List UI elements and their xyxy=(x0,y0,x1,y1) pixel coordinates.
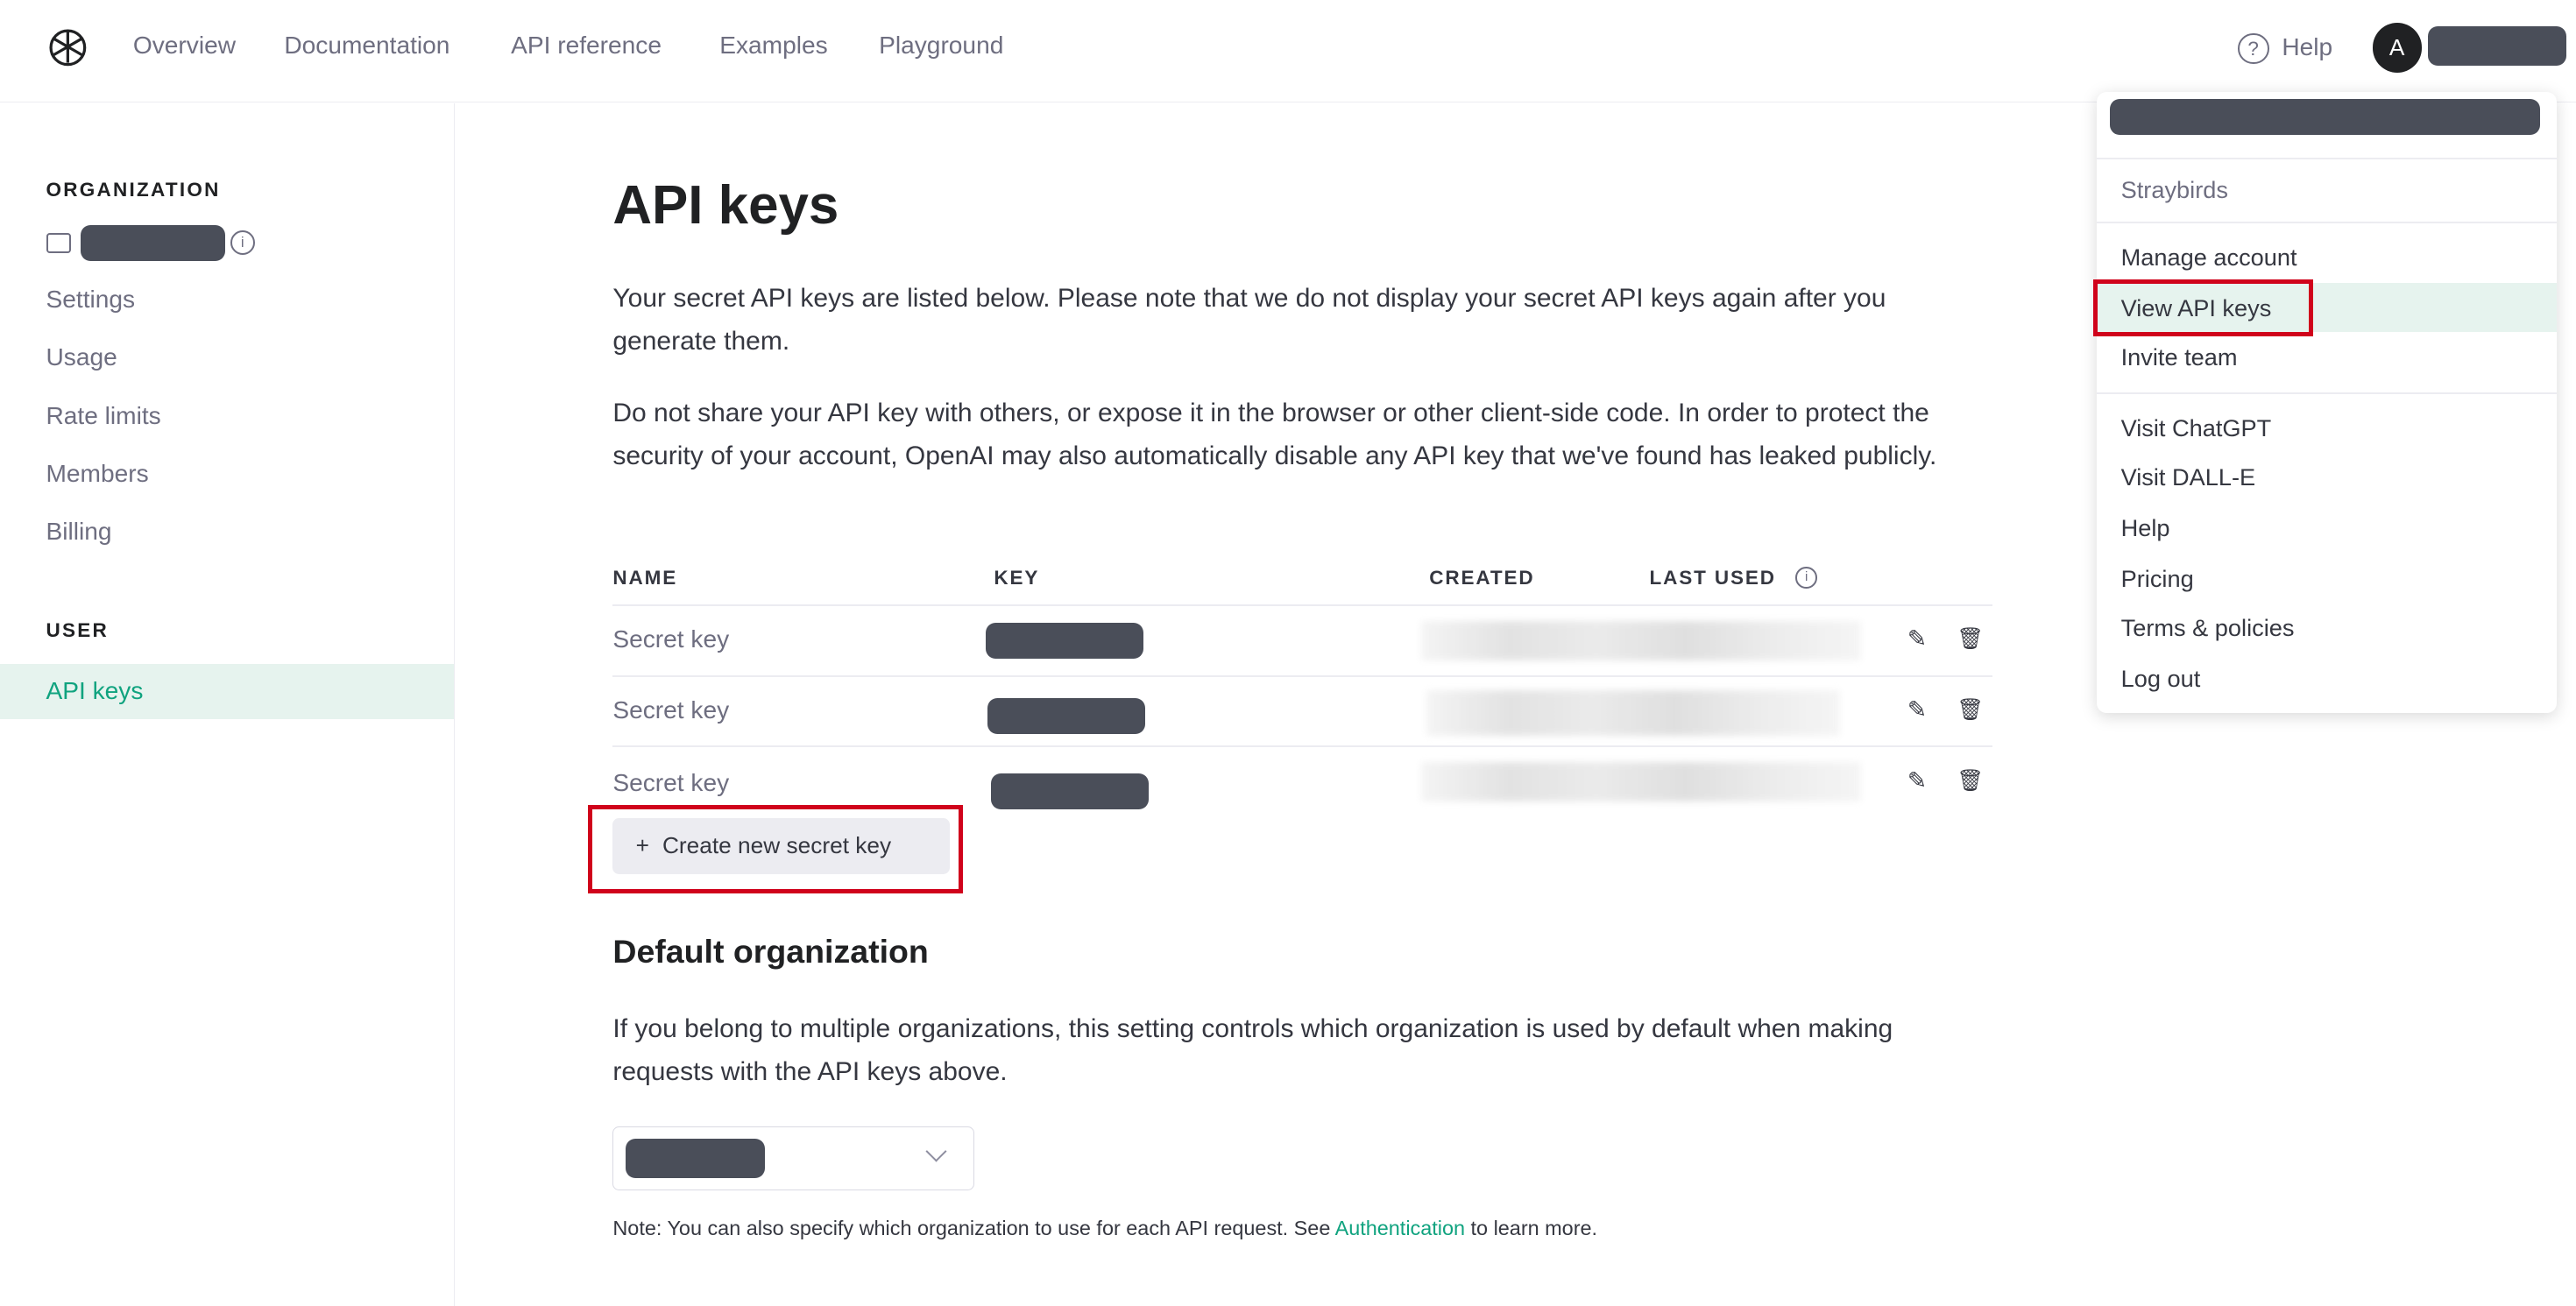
redacted-email xyxy=(2109,98,2540,135)
column-header-key: KEY xyxy=(994,566,1040,589)
default-org-title: Default organization xyxy=(612,933,929,970)
page-title: API keys xyxy=(612,174,839,236)
info-icon[interactable]: i xyxy=(1795,566,1817,589)
note-prefix: Note: You can also specify which organiz… xyxy=(612,1217,1335,1240)
sidebar-item-api-keys[interactable]: API keys xyxy=(0,663,454,720)
help-icon: ? xyxy=(2237,32,2269,65)
menu-view-api-keys[interactable]: View API keys xyxy=(2120,293,2272,321)
menu-log-out[interactable]: Log out xyxy=(2120,665,2201,693)
edit-icon[interactable]: ✎ xyxy=(1907,766,1927,794)
edit-icon[interactable]: ✎ xyxy=(1907,625,1927,653)
help-label: Help xyxy=(2282,32,2333,60)
briefcase-icon xyxy=(46,233,71,253)
trash-icon[interactable]: 🗑 xyxy=(1957,627,1985,652)
redacted-key xyxy=(990,773,1149,810)
edit-icon[interactable]: ✎ xyxy=(1907,696,1927,723)
nav-documentation[interactable]: Documentation xyxy=(284,31,450,59)
menu-invite-team[interactable]: Invite team xyxy=(2120,342,2238,371)
divider xyxy=(2096,158,2557,159)
chevron-down-icon xyxy=(925,1140,947,1162)
key-name: Secret key xyxy=(612,625,730,653)
account-menu: Straybirds Manage account View API keys … xyxy=(2096,92,2557,713)
key-name: Secret key xyxy=(612,768,730,796)
authentication-link[interactable]: Authentication xyxy=(1334,1217,1466,1240)
default-org-select[interactable] xyxy=(612,1126,974,1191)
redacted-org-value xyxy=(625,1139,765,1179)
menu-terms-policies[interactable]: Terms & policies xyxy=(2120,614,2295,642)
menu-org-name[interactable]: Straybirds xyxy=(2120,175,2228,203)
redacted-key xyxy=(987,697,1145,735)
default-org-text: If you belong to multiple organizations,… xyxy=(612,1014,1893,1086)
nav-examples[interactable]: Examples xyxy=(719,31,828,59)
sidebar-item-members[interactable]: Members xyxy=(46,460,149,487)
avatar[interactable]: A xyxy=(2372,23,2422,73)
sidebar-item-settings[interactable]: Settings xyxy=(46,286,136,314)
column-header-last-used: LAST USED xyxy=(1649,566,1776,589)
intro-text: Your secret API keys are listed below. P… xyxy=(612,283,1886,356)
create-secret-key-button[interactable]: + Create new secret key xyxy=(612,817,950,874)
sidebar-item-label: API keys xyxy=(46,676,144,704)
trash-icon[interactable]: 🗑 xyxy=(1957,698,1985,722)
key-name: Secret key xyxy=(612,696,730,724)
menu-manage-account[interactable]: Manage account xyxy=(2120,243,2297,271)
trash-icon[interactable]: 🗑 xyxy=(1957,768,1985,793)
divider xyxy=(612,674,1993,677)
sidebar-item-usage[interactable]: Usage xyxy=(46,342,117,371)
user-heading: USER xyxy=(46,618,110,641)
divider xyxy=(2096,222,2557,223)
sidebar: ORGANIZATION i Settings Usage Rate limit… xyxy=(0,103,455,1306)
menu-visit-chatgpt[interactable]: Visit ChatGPT xyxy=(2120,413,2272,441)
plus-icon: + xyxy=(635,832,649,859)
nav-api-reference[interactable]: API reference xyxy=(511,31,662,59)
note-text: Note: You can also specify which organiz… xyxy=(612,1217,1597,1240)
divider xyxy=(612,745,1993,748)
redacted-key xyxy=(986,622,1143,659)
redacted-org-name[interactable] xyxy=(80,224,225,262)
note-suffix: to learn more. xyxy=(1465,1217,1598,1240)
sidebar-item-billing[interactable]: Billing xyxy=(46,517,112,545)
security-text: Do not share your API key with others, o… xyxy=(612,399,1937,470)
redacted-dates xyxy=(1420,620,1862,660)
top-nav: Overview Documentation API reference Exa… xyxy=(0,0,2576,103)
menu-help[interactable]: Help xyxy=(2120,513,2170,541)
info-icon[interactable]: i xyxy=(230,229,255,255)
column-header-created: CREATED xyxy=(1429,566,1535,589)
nav-overview[interactable]: Overview xyxy=(132,31,237,59)
divider xyxy=(2096,392,2557,394)
menu-pricing[interactable]: Pricing xyxy=(2120,565,2194,592)
redacted-dates xyxy=(1420,762,1862,801)
create-button-label: Create new secret key xyxy=(662,832,892,859)
column-header-name: NAME xyxy=(612,566,678,589)
redacted-dates xyxy=(1426,689,1840,736)
org-heading: ORGANIZATION xyxy=(46,179,221,201)
divider xyxy=(612,604,1993,606)
sidebar-item-rate-limits[interactable]: Rate limits xyxy=(46,402,161,430)
menu-item-highlight xyxy=(2096,282,2557,332)
nav-playground[interactable]: Playground xyxy=(879,31,1004,59)
menu-visit-dalle[interactable]: Visit DALL-E xyxy=(2120,462,2256,491)
redacted-username[interactable] xyxy=(2428,26,2566,66)
openai-logo-icon[interactable] xyxy=(46,26,89,69)
